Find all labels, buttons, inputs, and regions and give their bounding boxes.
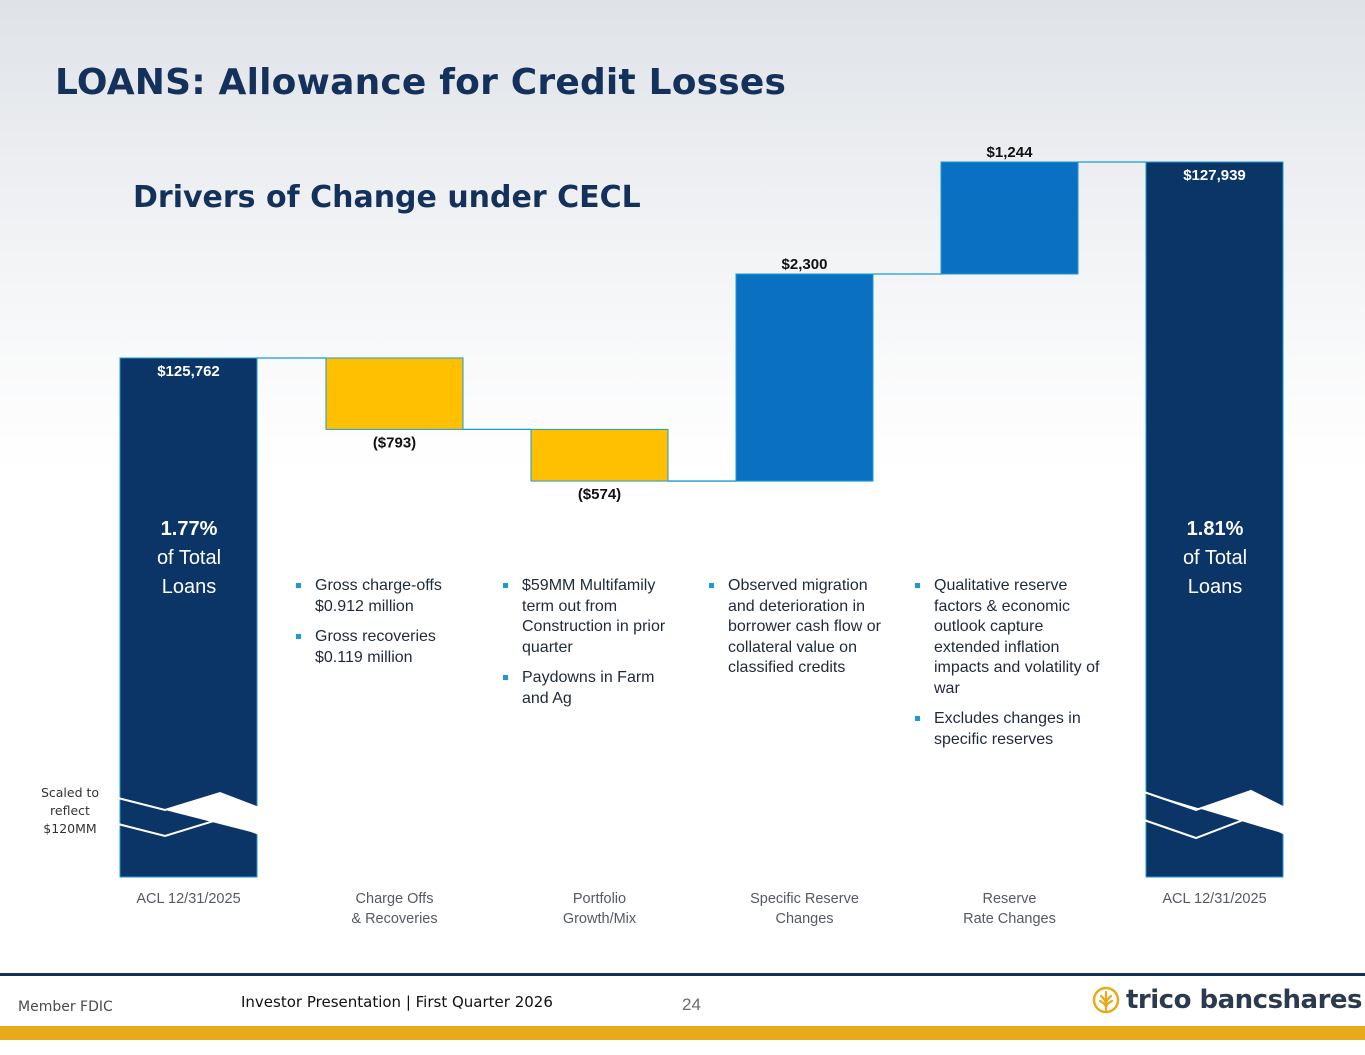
category-label: Changes xyxy=(775,911,833,927)
notes-reserve-rate: Qualitative reserve factors & economic o… xyxy=(909,576,1104,760)
category-label: Charge Offs xyxy=(356,891,434,907)
category-label: ACL 12/31/2025 xyxy=(1162,891,1266,907)
scale-note: Scaled to reflect $120MM xyxy=(30,784,110,838)
brand-logo: trico bancshares xyxy=(1092,982,1363,1018)
note-item: Gross recoveries $0.119 million xyxy=(290,627,475,668)
note-item: $59MM Multifamily term out from Construc… xyxy=(497,576,682,658)
category-label: Portfolio xyxy=(573,891,626,907)
end-pct-line2: of Total xyxy=(1182,547,1248,569)
end-pct-line3: Loans xyxy=(1187,576,1243,598)
value-label: $2,300 xyxy=(782,256,828,273)
value-label: $127,939 xyxy=(1183,167,1246,184)
category-label: ACL 12/31/2025 xyxy=(136,891,240,907)
start-bar-annotation: 1.77% of Total Loans xyxy=(120,515,258,602)
waterfall-bar xyxy=(325,357,464,430)
footer-divider xyxy=(0,973,1365,976)
start-pct-line2: of Total xyxy=(156,547,222,569)
value-label: ($793) xyxy=(373,434,416,451)
waterfall-bar xyxy=(119,357,258,878)
scale-note-line: $120MM xyxy=(43,821,97,836)
presentation-label: Investor Presentation | First Quarter 20… xyxy=(241,993,553,1011)
value-label: ($574) xyxy=(578,486,621,503)
end-bar-annotation: 1.81% of Total Loans xyxy=(1146,515,1284,602)
scale-break-line xyxy=(117,791,260,812)
waterfall-bar xyxy=(530,428,669,482)
wheat-icon xyxy=(1092,986,1120,1014)
value-label: $125,762 xyxy=(157,363,220,380)
scale-note-line: Scaled to xyxy=(40,785,100,800)
scale-break-line xyxy=(1143,789,1286,812)
waterfall-bar xyxy=(735,273,874,482)
value-label: $1,244 xyxy=(987,144,1034,161)
notes-specific-reserve: Observed migration and deterioration in … xyxy=(703,576,888,689)
waterfall-chart: $125,762 ACL 12/31/2025 ($793) Charge Offs &… xyxy=(117,144,1286,927)
category-label: Reserve xyxy=(983,891,1037,907)
scale-break-line xyxy=(1143,815,1286,840)
start-pct: 1.77% xyxy=(160,518,218,540)
start-pct-line3: Loans xyxy=(161,576,217,598)
category-label: Growth/Mix xyxy=(563,911,637,927)
footer-accent-bar xyxy=(0,1026,1365,1040)
note-item: Paydowns in Farm and Ag xyxy=(497,668,682,709)
notes-charge-offs: Gross charge-offs $0.912 million Gross r… xyxy=(290,576,475,678)
end-pct: 1.81% xyxy=(1186,518,1244,540)
page-number: 24 xyxy=(682,995,701,1014)
scale-break-gap xyxy=(118,793,259,834)
notes-portfolio: $59MM Multifamily term out from Construc… xyxy=(497,576,682,719)
member-fdic: Member FDIC xyxy=(18,999,113,1015)
brand-name: trico bancshares xyxy=(1126,985,1363,1015)
scale-note-line: reflect xyxy=(50,803,90,818)
category-label: Specific Reserve xyxy=(750,891,859,907)
note-item: Gross charge-offs $0.912 million xyxy=(290,576,475,617)
category-label: & Recoveries xyxy=(351,911,437,927)
waterfall-bar xyxy=(940,161,1079,275)
note-item: Qualitative reserve factors & economic o… xyxy=(909,576,1104,699)
page-title: LOANS: Allowance for Credit Losses xyxy=(55,62,787,103)
waterfall-bar xyxy=(1145,161,1284,878)
note-item: Observed migration and deterioration in … xyxy=(703,576,888,679)
category-label: Rate Changes xyxy=(963,911,1056,927)
chart-subtitle: Drivers of Change under CECL xyxy=(133,180,641,215)
scale-break-line xyxy=(117,817,260,838)
note-item: Excludes changes in specific reserves xyxy=(909,709,1104,750)
scale-break-gap xyxy=(1144,791,1285,834)
